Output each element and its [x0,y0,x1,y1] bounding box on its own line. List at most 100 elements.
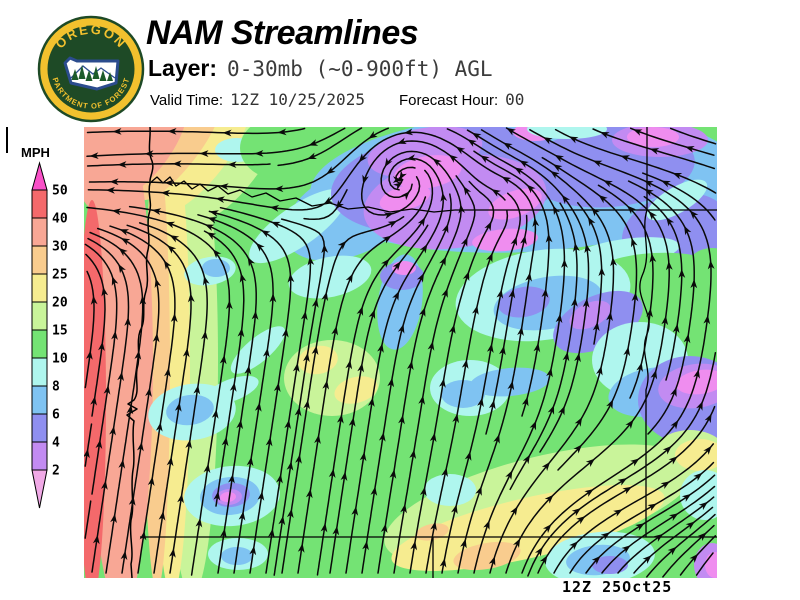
arrowhead [606,311,613,322]
field-blob [424,474,476,506]
arrowhead [92,534,100,545]
legend-band [31,189,48,219]
arrowhead [471,132,482,141]
arrowhead [85,350,93,360]
streamline [509,202,578,491]
field-blob [334,376,378,404]
arrowhead [432,158,442,167]
arrowhead [356,306,364,316]
arrowhead [406,360,414,371]
arrowhead [357,363,365,373]
arrowhead [704,413,712,424]
arrowhead [167,128,177,135]
arrowhead [458,204,466,214]
streamline [669,127,717,145]
arrowhead [480,155,490,164]
arrowhead [359,451,367,462]
arrowhead [574,352,581,363]
arrowhead [477,397,484,408]
arrowhead [596,366,603,376]
arrowhead [170,313,178,323]
field-blob [472,228,538,252]
arrowhead [488,399,496,410]
arrowhead [307,152,317,160]
arrowhead [561,194,571,205]
arrowhead [591,555,601,565]
arrowhead [585,458,595,467]
streamline [601,485,716,574]
arrowhead [166,456,174,467]
arrowhead [667,546,677,556]
streamline [360,140,506,216]
arrowhead [647,503,657,511]
arrowhead [163,260,172,270]
arrowhead [321,244,329,254]
legend-tick-label: 30 [52,240,68,255]
arrowhead [398,414,405,425]
arrowhead [542,524,552,534]
legend-band [31,329,48,359]
arrowhead [561,258,568,268]
arrowhead [519,160,529,168]
streamline [541,156,638,471]
streamline [629,127,715,156]
arrowhead [126,404,134,415]
streamline [377,150,462,574]
arrowhead [460,538,467,549]
arrowhead [488,556,496,566]
arrowhead [321,291,329,302]
arrowhead [568,136,579,144]
arrowhead [238,511,246,521]
arrowhead [257,491,265,501]
arrowhead [362,540,369,551]
arrowhead [400,503,407,514]
arrowhead [377,343,384,353]
arrowhead [397,137,407,145]
arrowhead [164,367,171,378]
arrowhead [546,367,553,378]
streamline [303,189,348,220]
arrowhead [95,439,103,450]
arrowhead [525,272,532,282]
field-blob [676,369,717,395]
arrowhead [89,152,99,159]
arrowhead [370,486,378,496]
arrowhead [626,205,636,215]
arrowhead [649,253,657,263]
arrowhead [292,362,300,373]
arrowhead [635,523,645,531]
arrowhead [251,310,259,320]
arrowhead [117,371,124,382]
legend-band [31,413,48,443]
arrowhead [636,362,643,372]
arrowhead [587,216,596,227]
arrowhead [204,224,215,231]
arrowhead [584,243,592,254]
arrowhead [182,348,190,358]
arrowhead [139,295,147,305]
arrowhead [441,288,448,298]
arrowhead [543,137,553,145]
arrowhead [562,351,570,362]
arrowhead [427,341,435,351]
legend-band [31,301,48,331]
arrowhead [693,472,703,482]
arrowhead [598,195,608,204]
streamline [409,180,495,574]
arrowhead [539,555,548,565]
page-title: NAM Streamlines [146,14,419,52]
arrowhead [119,229,130,236]
arrowhead [486,252,493,263]
arrowhead [703,445,712,455]
arrowhead [165,221,176,229]
arrowhead [209,210,219,217]
arrowhead [496,289,504,299]
arrowhead [328,468,336,479]
arrowhead [393,182,403,191]
arrowhead [101,480,108,490]
arrowhead [278,515,286,526]
arrowhead [397,324,405,334]
arrowhead [90,295,98,305]
legend-tick-label: 20 [52,296,68,311]
